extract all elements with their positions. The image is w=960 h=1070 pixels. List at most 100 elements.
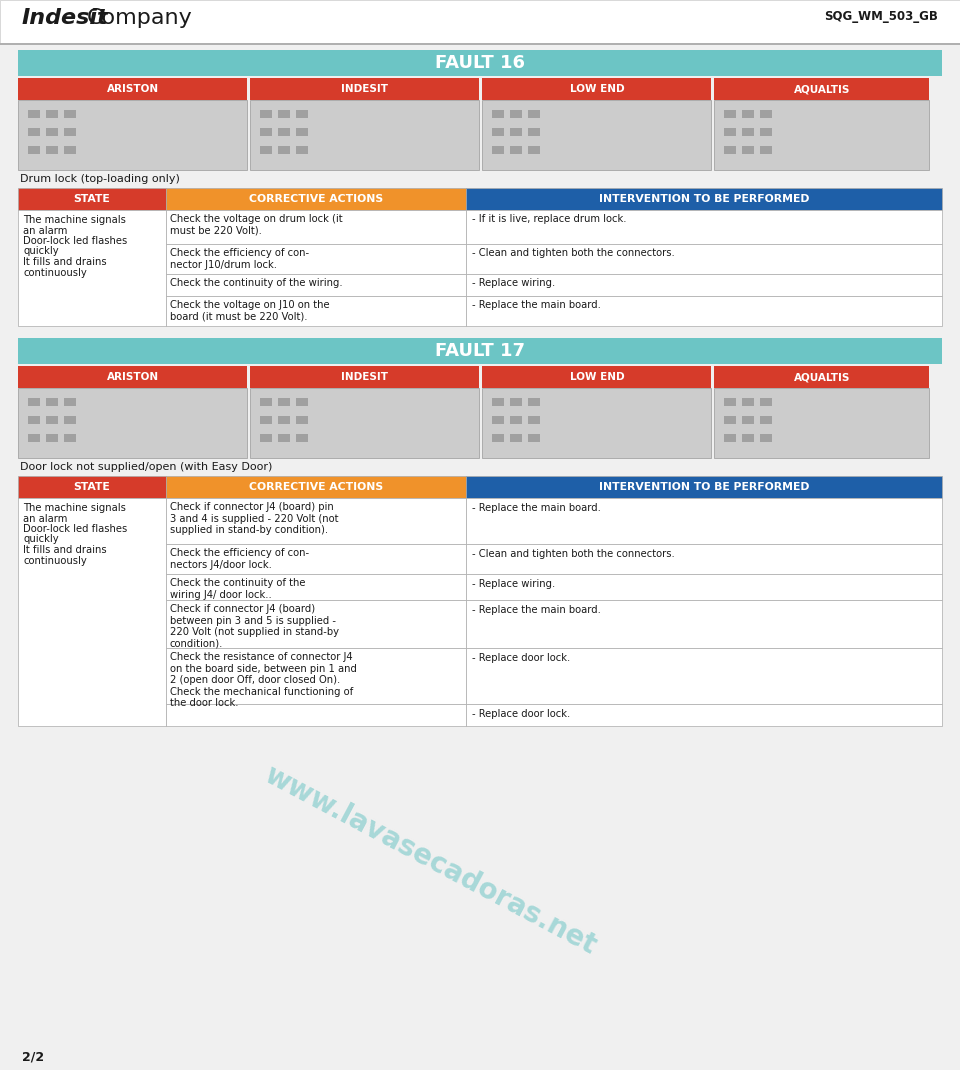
Text: www.lavasecadoras.net: www.lavasecadoras.net (259, 761, 601, 960)
Bar (64, 146, 76, 154)
Bar (724, 128, 736, 136)
Bar (510, 416, 522, 424)
Text: - Replace the main board.: - Replace the main board. (472, 503, 601, 513)
Bar (18, 100, 247, 170)
Bar (166, 600, 466, 648)
Text: AQUALTIS: AQUALTIS (794, 85, 851, 94)
Text: The machine signals: The machine signals (23, 215, 126, 225)
Bar (510, 128, 522, 136)
Text: Check the continuity of the wiring.: Check the continuity of the wiring. (170, 278, 343, 288)
Text: INTERVENTION TO BE PERFORMED: INTERVENTION TO BE PERFORMED (599, 482, 809, 492)
Text: an alarm: an alarm (23, 226, 67, 235)
Bar (296, 110, 308, 118)
Text: CORRECTIVE ACTIONS: CORRECTIVE ACTIONS (249, 482, 383, 492)
Text: CORRECTIVE ACTIONS: CORRECTIVE ACTIONS (249, 194, 383, 204)
Bar (0, 0, 960, 43)
Text: Check the efficiency of con-
nectors J4/door lock.: Check the efficiency of con- nectors J4/… (170, 548, 309, 569)
Bar (528, 416, 540, 424)
Text: LOW END: LOW END (569, 85, 624, 94)
Text: an alarm: an alarm (23, 514, 67, 523)
Bar (18, 338, 942, 364)
Bar (510, 398, 522, 406)
Bar (724, 434, 736, 442)
Text: ARISTON: ARISTON (107, 85, 159, 94)
Bar (250, 388, 479, 458)
Bar (46, 128, 58, 136)
Bar (466, 274, 942, 296)
Bar (260, 398, 272, 406)
Bar (260, 110, 272, 118)
Bar (166, 574, 466, 600)
Bar (278, 128, 290, 136)
Bar (466, 296, 942, 326)
Bar (278, 434, 290, 442)
Bar (466, 574, 942, 600)
Bar (278, 398, 290, 406)
Bar (18, 498, 166, 727)
Bar (760, 398, 772, 406)
Bar (492, 146, 504, 154)
Bar (260, 434, 272, 442)
Bar (492, 110, 504, 118)
Bar (760, 416, 772, 424)
Bar (742, 128, 754, 136)
Bar (466, 600, 942, 648)
Text: - Replace the main board.: - Replace the main board. (472, 300, 601, 310)
Bar (0, 43, 960, 45)
Text: - Replace wiring.: - Replace wiring. (472, 579, 555, 588)
Bar (166, 274, 466, 296)
Text: INTERVENTION TO BE PERFORMED: INTERVENTION TO BE PERFORMED (599, 194, 809, 204)
Bar (278, 416, 290, 424)
Text: Check if connector J4 (board) pin
3 and 4 is supplied - 220 Volt (not
supplied i: Check if connector J4 (board) pin 3 and … (170, 502, 339, 535)
Bar (64, 110, 76, 118)
Bar (166, 296, 466, 326)
Text: Check if connector J4 (board)
between pin 3 and 5 is supplied -
220 Volt (not su: Check if connector J4 (board) between pi… (170, 603, 339, 648)
Bar (28, 146, 40, 154)
Bar (46, 110, 58, 118)
Bar (166, 188, 466, 210)
Bar (714, 366, 929, 388)
Bar (760, 128, 772, 136)
Text: Check the resistance of connector J4
on the board side, between pin 1 and
2 (ope: Check the resistance of connector J4 on … (170, 652, 357, 708)
Bar (260, 128, 272, 136)
Bar (742, 434, 754, 442)
Bar (724, 146, 736, 154)
Bar (278, 110, 290, 118)
Text: Check the voltage on drum lock (it
must be 220 Volt).: Check the voltage on drum lock (it must … (170, 214, 343, 235)
Bar (250, 78, 479, 100)
Bar (492, 434, 504, 442)
Text: The machine signals: The machine signals (23, 503, 126, 513)
Text: INDESIT: INDESIT (342, 372, 389, 382)
Bar (28, 434, 40, 442)
Text: AQUALTIS: AQUALTIS (794, 372, 851, 382)
Text: - Clean and tighten both the connectors.: - Clean and tighten both the connectors. (472, 248, 675, 258)
Bar (18, 50, 942, 76)
Bar (482, 388, 711, 458)
Text: ARISTON: ARISTON (107, 372, 159, 382)
Bar (64, 398, 76, 406)
Bar (28, 398, 40, 406)
Text: continuously: continuously (23, 268, 86, 277)
Bar (296, 146, 308, 154)
Bar (64, 434, 76, 442)
Bar (296, 128, 308, 136)
Text: Door lock not supplied/open (with Easy Door): Door lock not supplied/open (with Easy D… (20, 462, 273, 472)
Bar (18, 476, 166, 498)
Bar (28, 128, 40, 136)
Bar (18, 210, 166, 326)
Bar (510, 434, 522, 442)
Bar (466, 544, 942, 574)
Text: Company: Company (87, 7, 193, 28)
Bar (296, 434, 308, 442)
Bar (260, 416, 272, 424)
Bar (278, 146, 290, 154)
Text: continuously: continuously (23, 555, 86, 566)
Bar (528, 434, 540, 442)
Bar (46, 146, 58, 154)
Text: - If it is live, replace drum lock.: - If it is live, replace drum lock. (472, 214, 627, 224)
Bar (466, 476, 942, 498)
Text: - Replace wiring.: - Replace wiring. (472, 278, 555, 288)
Bar (466, 498, 942, 544)
Text: FAULT 17: FAULT 17 (435, 342, 525, 360)
Text: - Replace door lock.: - Replace door lock. (472, 709, 570, 719)
